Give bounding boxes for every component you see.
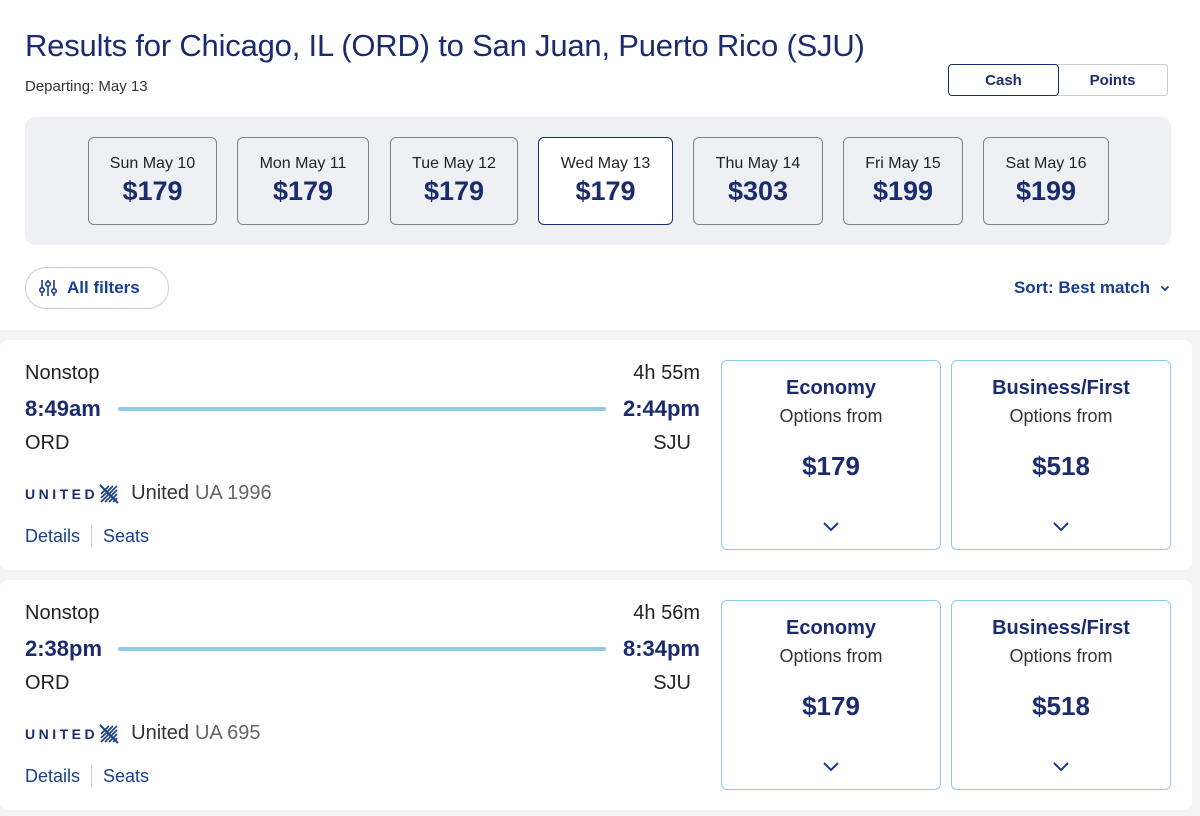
fare-options-text: Options from — [1009, 406, 1113, 426]
date-price: $179 — [272, 176, 334, 206]
chevron-down-icon — [823, 762, 839, 772]
seats-link[interactable]: Seats — [103, 765, 150, 786]
chevron-down-icon — [823, 522, 839, 532]
date-label: Thu May 14 — [715, 155, 801, 172]
date-label: Fri May 15 — [865, 155, 941, 172]
sliders-icon — [38, 280, 58, 296]
sort-dropdown[interactable]: Sort: Best match — [1014, 278, 1170, 298]
page-title: Results for Chicago, IL (ORD) to San Jua… — [25, 28, 865, 63]
date-price: $199 — [1015, 176, 1077, 206]
united-globe-icon — [99, 723, 120, 744]
details-link[interactable]: Details — [25, 525, 81, 546]
carrier-name: United — [131, 482, 189, 504]
date-price: $179 — [575, 176, 636, 206]
all-filters-button[interactable]: All filters — [25, 267, 169, 309]
date-label: Wed May 13 — [560, 155, 651, 172]
points-option[interactable]: Points — [1089, 71, 1136, 89]
chevron-down-icon — [1160, 285, 1170, 292]
flight-card: Nonstop 4h 56m 2:38pm 8:34pm ORD SJU UNI… — [0, 580, 1192, 810]
destination-airport: SJU — [653, 432, 691, 454]
date-label: Sat May 16 — [1005, 155, 1087, 172]
airline-info: UNITED United UA 695 — [25, 722, 261, 745]
flight-links: Details Seats — [25, 765, 149, 787]
fare-options-text: Options from — [1009, 646, 1113, 666]
airline-info: UNITED United UA 1996 — [25, 482, 272, 505]
date-card-sun-may-10[interactable]: Sun May 10 $179 — [88, 137, 217, 225]
fare-class: Economy — [785, 617, 877, 639]
flight-timeline — [118, 647, 606, 651]
fare-price: $179 — [802, 451, 860, 481]
date-card-fri-may-15[interactable]: Fri May 15 $199 — [843, 137, 963, 225]
origin-airport: ORD — [25, 432, 70, 454]
economy-fare-card[interactable]: Economy Options from $179 — [721, 360, 941, 550]
carrier-name: United — [131, 722, 189, 744]
business-first-fare-card[interactable]: Business/First Options from $518 — [951, 600, 1171, 790]
stops-label: Nonstop — [25, 602, 100, 624]
arrival-time: 8:34pm — [622, 636, 700, 661]
date-selector: Sun May 10 $179 Mon May 11 $179 Tue May … — [25, 117, 1171, 245]
departure-time: 2:38pm — [25, 636, 103, 661]
flight-timeline — [118, 407, 606, 411]
fare-options-text: Options from — [779, 406, 883, 426]
flight-links: Details Seats — [25, 525, 149, 547]
fare-class: Economy — [785, 377, 877, 399]
flight-number: UA 1996 — [194, 482, 272, 504]
united-logo-text: UNITED — [25, 485, 99, 502]
link-divider — [91, 525, 93, 547]
chevron-down-icon — [1053, 522, 1069, 532]
date-price: $179 — [423, 176, 485, 206]
date-card-tue-may-12[interactable]: Tue May 12 $179 — [390, 137, 518, 225]
cash-points-toggle: Cash Points — [948, 64, 1168, 96]
all-filters-label: All filters — [67, 278, 140, 297]
fare-class: Business/First — [992, 617, 1130, 639]
departure-time: 8:49am — [25, 396, 101, 421]
date-label: Sun May 10 — [109, 155, 196, 172]
economy-fare-card[interactable]: Economy Options from $179 — [721, 600, 941, 790]
date-price: $199 — [872, 176, 934, 206]
chevron-down-icon — [1053, 762, 1069, 772]
date-label: Mon May 11 — [259, 155, 347, 172]
united-globe-icon — [99, 483, 120, 504]
cash-option[interactable]: Cash — [948, 64, 1059, 96]
flight-card: Nonstop 4h 55m 8:49am 2:44pm ORD SJU UNI… — [0, 340, 1192, 570]
details-link[interactable]: Details — [25, 765, 81, 786]
seats-link[interactable]: Seats — [103, 525, 150, 546]
destination-airport: SJU — [653, 672, 691, 694]
sort-label: Sort: Best match — [1013, 278, 1150, 297]
date-price: $303 — [727, 176, 789, 206]
departing-date: Departing: May 13 — [25, 78, 148, 95]
date-price: $179 — [122, 176, 183, 206]
fare-options-text: Options from — [779, 646, 883, 666]
arrival-time: 2:44pm — [622, 396, 700, 421]
date-card-wed-may-13[interactable]: Wed May 13 $179 — [538, 137, 673, 225]
duration: 4h 55m — [633, 362, 700, 384]
date-card-sat-may-16[interactable]: Sat May 16 $199 — [983, 137, 1109, 225]
business-first-fare-card[interactable]: Business/First Options from $518 — [951, 360, 1171, 550]
united-logo-text: UNITED — [25, 725, 99, 742]
stops-label: Nonstop — [25, 362, 100, 384]
fare-price: $518 — [1032, 691, 1090, 721]
fare-price: $179 — [802, 691, 860, 721]
date-card-mon-may-11[interactable]: Mon May 11 $179 — [237, 137, 369, 225]
results-header: Results for Chicago, IL (ORD) to San Jua… — [0, 0, 1200, 330]
date-label: Tue May 12 — [412, 155, 496, 172]
date-card-thu-may-14[interactable]: Thu May 14 $303 — [693, 137, 823, 225]
fare-class: Business/First — [992, 377, 1130, 399]
link-divider — [91, 765, 93, 787]
duration: 4h 56m — [633, 602, 700, 624]
origin-airport: ORD — [25, 672, 70, 694]
flight-number: UA 695 — [194, 722, 261, 744]
fare-price: $518 — [1032, 451, 1090, 481]
